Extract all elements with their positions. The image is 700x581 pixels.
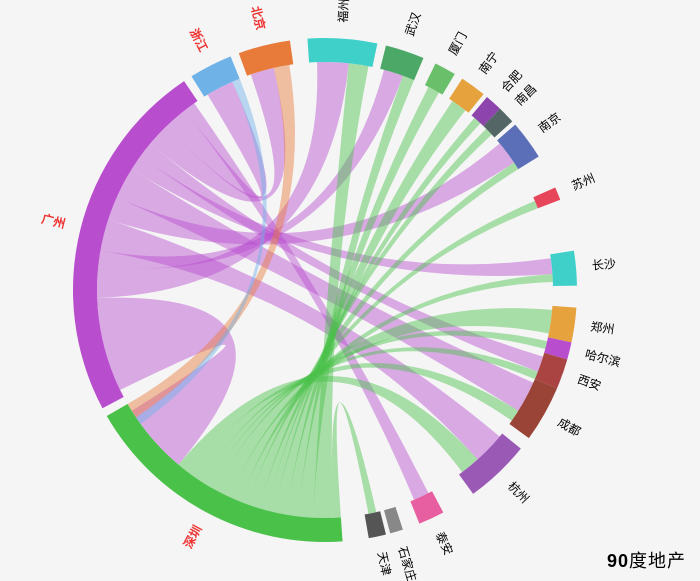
arc-label-nanning: 南宁 (475, 49, 501, 77)
chord-arc-shijiazhuang (384, 507, 403, 534)
branding-bold: 90 (607, 551, 629, 571)
arc-label-shenzhen: 深圳 (180, 522, 205, 550)
branding-text: 90度地产 (607, 547, 686, 573)
arc-label-fuzhou: 福州 (335, 0, 352, 23)
arc-label-changsha: 长沙 (591, 257, 616, 273)
chord-arc-changsha (550, 251, 577, 286)
chord-arc-zhengzhou (548, 306, 576, 342)
arc-label-zhengzhou: 郑州 (590, 319, 616, 337)
arc-label-wuhan: 武汉 (403, 11, 424, 38)
arc-label-haerbin: 哈尔滨 (584, 346, 623, 369)
chord-arc-tianjin (365, 511, 386, 538)
arc-label-guangzhou: 广州 (40, 211, 67, 231)
arc-label-suzhou: 苏州 (570, 171, 598, 193)
arc-label-beijing: 北京 (248, 5, 268, 32)
arc-label-xian: 西安 (576, 371, 604, 393)
arc-label-zhejiang: 浙江 (187, 26, 211, 54)
chord-diagram: 广州浙江北京福州武汉厦门南宁合肥南昌南京苏州长沙郑州哈尔滨西安成都杭州泰安石家庄… (0, 0, 700, 581)
arc-label-shijiazhuang: 石家庄 (395, 544, 420, 581)
arc-label-hangzhou: 杭州 (505, 478, 532, 506)
ribbon-layer (97, 62, 553, 518)
arc-label-chengdu: 成都 (555, 415, 583, 439)
arc-label-tianjin: 天津 (375, 551, 394, 577)
branding-thin: 度地产 (629, 551, 686, 571)
arc-label-xiamen: 厦门 (445, 29, 470, 57)
chord-arc-suzhou (533, 188, 560, 209)
chord-ribbon (332, 402, 376, 517)
arc-label-taian: 泰安 (433, 529, 457, 557)
arc-label-nanjing: 南京 (535, 109, 563, 135)
